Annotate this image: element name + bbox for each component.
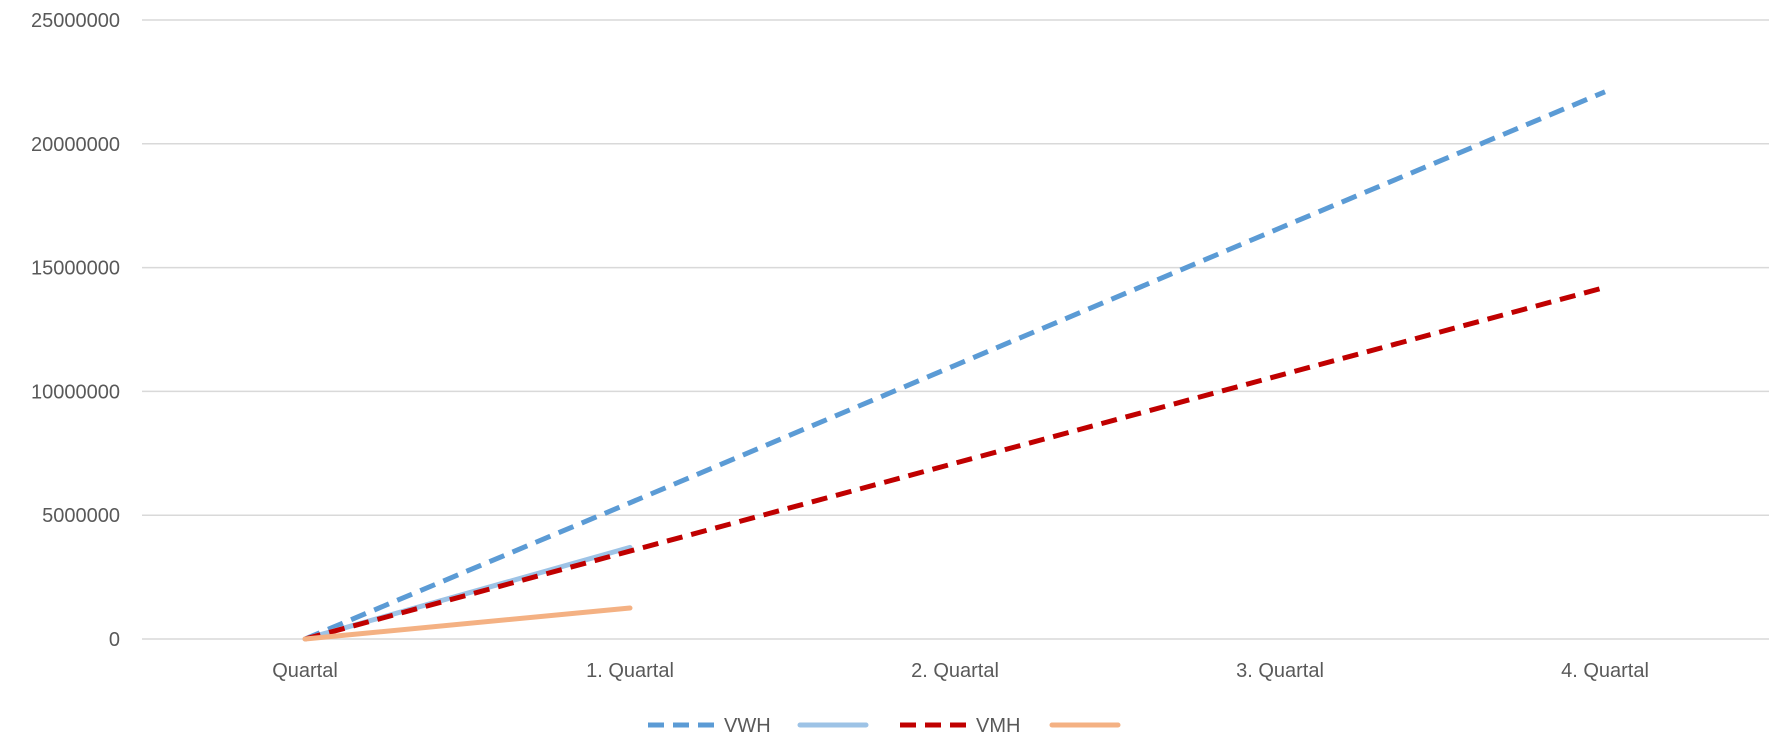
- y-tick-label: 0: [109, 629, 120, 651]
- x-axis-tick-labels: Quartal 1. Quartal 2. Quartal 3. Quartal 4. …: [272, 660, 1649, 682]
- x-tick-label: 3. Quartal: [1236, 660, 1324, 682]
- legend-label: VWH: [724, 715, 771, 737]
- x-tick-label: 4. Quartal: [1561, 660, 1649, 682]
- x-tick-label: 2. Quartal: [911, 660, 999, 682]
- y-tick-label: 15000000: [31, 258, 120, 280]
- legend-label: VMH: [976, 715, 1020, 737]
- y-axis-tick-labels: 0 5000000 10000000 15000000 20000000 25000000: [31, 10, 120, 651]
- series-lines: [302, 89, 1606, 642]
- x-tick-label: Quartal: [272, 660, 338, 682]
- y-tick-label: 10000000: [31, 381, 120, 403]
- y-tick-label: 5000000: [42, 505, 120, 527]
- gridlines: [142, 19, 1769, 640]
- y-tick-label: 25000000: [31, 10, 120, 32]
- series-line-unnamed-3: [302, 605, 633, 642]
- y-tick-label: 20000000: [31, 134, 120, 156]
- series-line-vmh: [304, 284, 1606, 642]
- series-line-vwh: [304, 89, 1606, 642]
- legend: VWH VMH: [648, 715, 1121, 737]
- x-tick-label: 1. Quartal: [586, 660, 674, 682]
